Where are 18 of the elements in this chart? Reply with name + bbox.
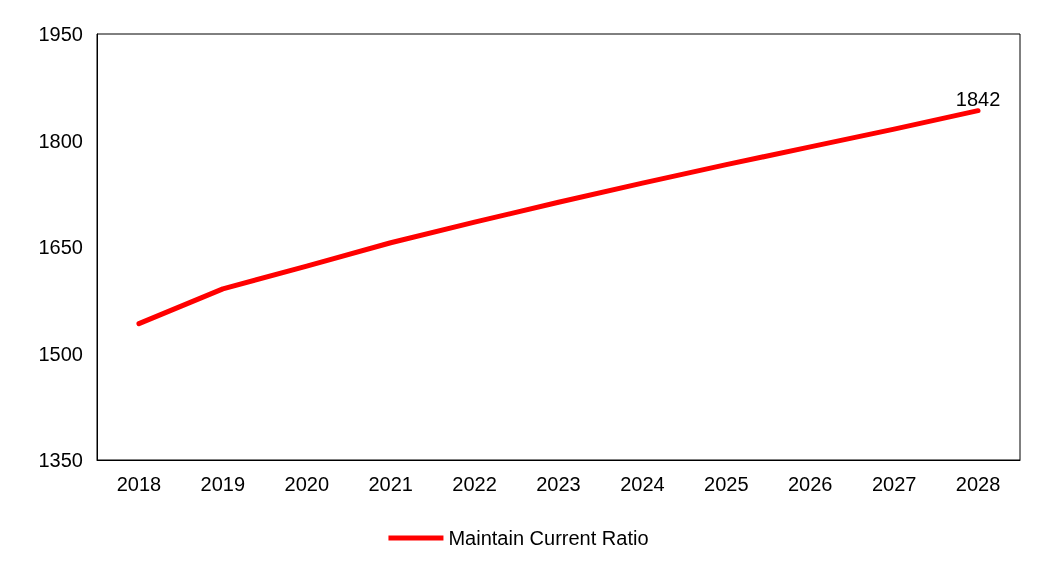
- y-tick-label: 1500: [38, 342, 83, 365]
- x-tick-label: 2020: [284, 473, 330, 495]
- x-tick-label: 2019: [200, 473, 246, 495]
- y-tick-label: 1950: [38, 23, 83, 45]
- x-tick-label: 2026: [787, 473, 833, 495]
- y-tick-label: 1800: [38, 129, 83, 152]
- x-tick-label: 2021: [368, 473, 413, 495]
- x-tick-label: 2023: [536, 473, 581, 495]
- x-tick-label: 2025: [704, 473, 749, 495]
- legend-label: Maintain Current Ratio: [448, 527, 649, 549]
- y-tick-label: 1650: [38, 236, 83, 258]
- data-label: 1842: [955, 87, 1001, 110]
- x-tick-label: 2028: [955, 473, 1001, 495]
- y-tick-label: 1350: [38, 449, 83, 471]
- x-tick-label: 2027: [871, 473, 917, 495]
- x-tick-label: 2024: [620, 473, 665, 495]
- x-tick-label: 2022: [452, 473, 497, 495]
- x-tick-label: 2018: [116, 473, 162, 495]
